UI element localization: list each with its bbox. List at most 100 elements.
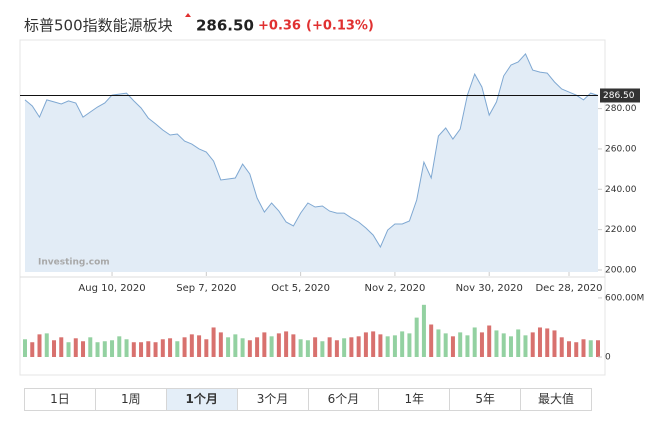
range-selector: 1日 1周 1个月 3个月 6个月 1年 5年 最大值	[24, 388, 592, 411]
volume-bar	[146, 341, 151, 357]
volume-bar	[37, 334, 42, 357]
y-tick-label: 220.00	[605, 225, 637, 235]
volume-bar	[407, 333, 412, 357]
y-tick-label: 200.00	[605, 265, 637, 275]
volume-bar	[320, 341, 325, 357]
volume-bar	[182, 337, 187, 357]
y-tick-label: 280.00	[605, 104, 637, 114]
y-tick-label: 240.00	[605, 185, 637, 195]
current-price-box	[600, 88, 640, 103]
current-price-label: 286.50	[603, 91, 635, 101]
volume-tick-label: 0	[605, 353, 611, 363]
volume-bar	[429, 324, 434, 357]
volume-bar	[52, 340, 57, 357]
volume-bar	[363, 332, 368, 357]
chart: 标普500指数能源板块 286.50 +0.36 (+0.13%) 英为财情In…	[19, 13, 644, 376]
x-tick-label: Dec 28, 2020	[535, 283, 602, 294]
volume-bar	[342, 338, 347, 357]
chart-title: 标普500指数能源板块	[24, 17, 173, 35]
x-tick-label: Sep 7, 2020	[176, 283, 236, 294]
chart-frame	[19, 39, 606, 376]
volume-bar	[545, 328, 550, 357]
volume-bar	[204, 339, 209, 357]
change: +0.36	[258, 19, 301, 34]
range-button[interactable]: 最大值	[538, 392, 575, 406]
volume-bar	[269, 336, 274, 357]
volume-bar	[400, 331, 405, 357]
volume-bar	[356, 336, 361, 357]
volume-bar	[465, 335, 470, 357]
volume-bar	[327, 337, 332, 357]
volume-bar	[240, 338, 245, 357]
volume-bar	[139, 342, 144, 357]
volume-bar	[588, 340, 593, 357]
volume-bar	[276, 333, 281, 357]
volume-bar	[117, 336, 122, 357]
volume-bar	[537, 327, 542, 357]
volume-bar	[443, 333, 448, 357]
volume-bar	[552, 330, 557, 357]
up-arrow	[185, 13, 191, 17]
volume-bar	[262, 332, 267, 357]
volume-bar	[501, 333, 506, 357]
volume-bar	[226, 337, 231, 357]
volume-bar	[458, 332, 463, 357]
range-button[interactable]: 1个月	[166, 389, 238, 410]
volume-tick-label: 600.00M	[605, 293, 644, 303]
volume-bar	[211, 327, 216, 357]
volume-bar	[298, 339, 303, 357]
volume-bar	[189, 334, 194, 357]
volume-bar	[291, 334, 296, 357]
volume-bar	[385, 336, 390, 357]
x-tick-label: Nov 2, 2020	[364, 283, 425, 294]
volume-bar	[73, 338, 78, 357]
volume-bar	[66, 342, 71, 357]
change-percent: (+0.13%)	[306, 19, 374, 34]
volume-bar	[197, 335, 202, 357]
volume-bar	[392, 335, 397, 357]
volume-bar	[81, 341, 86, 357]
volume-bar	[349, 337, 354, 357]
volume-bar	[88, 337, 93, 357]
volume-bar	[175, 341, 180, 357]
range-button[interactable]: 1年	[379, 389, 451, 410]
volume-bar	[313, 337, 318, 357]
volume-bar	[102, 341, 107, 357]
volume-bar	[421, 304, 426, 357]
range-button[interactable]: 6个月	[309, 389, 380, 410]
volume-bar	[378, 334, 383, 357]
x-tick-label: Aug 10, 2020	[78, 283, 145, 294]
price-line	[24, 52, 599, 249]
price: 286.50	[196, 17, 254, 35]
volume-bar	[574, 342, 579, 357]
volume-bar	[414, 317, 419, 357]
volume-bar	[566, 341, 571, 357]
volume-bar	[530, 332, 535, 357]
range-button[interactable]: 1周	[96, 389, 167, 410]
volume-bar	[110, 340, 115, 357]
volume-bar	[494, 330, 499, 357]
range-button[interactable]: 3个月	[238, 389, 309, 410]
volume-bar	[436, 329, 441, 357]
volume-bar	[59, 337, 64, 357]
volume-bar	[559, 337, 564, 357]
volume-bar	[596, 340, 600, 357]
volume-bar	[30, 342, 35, 357]
volume-bar	[581, 339, 586, 357]
volume-bar	[233, 334, 238, 357]
volume-bar	[247, 340, 252, 357]
volume-bar	[168, 338, 173, 357]
volume-bar	[472, 327, 477, 357]
range-button[interactable]: 5年	[450, 389, 522, 410]
volume-bar	[508, 336, 513, 357]
volume-bar	[284, 331, 289, 357]
x-tick-label: Nov 30, 2020	[456, 283, 523, 294]
volume-bar	[334, 340, 339, 357]
volume-bar	[487, 325, 492, 357]
volume-bar	[450, 336, 455, 357]
volume-bar	[255, 337, 260, 357]
volume-bar	[523, 335, 528, 357]
range-button[interactable]: 1日	[25, 389, 96, 410]
volume-bar	[160, 339, 165, 357]
